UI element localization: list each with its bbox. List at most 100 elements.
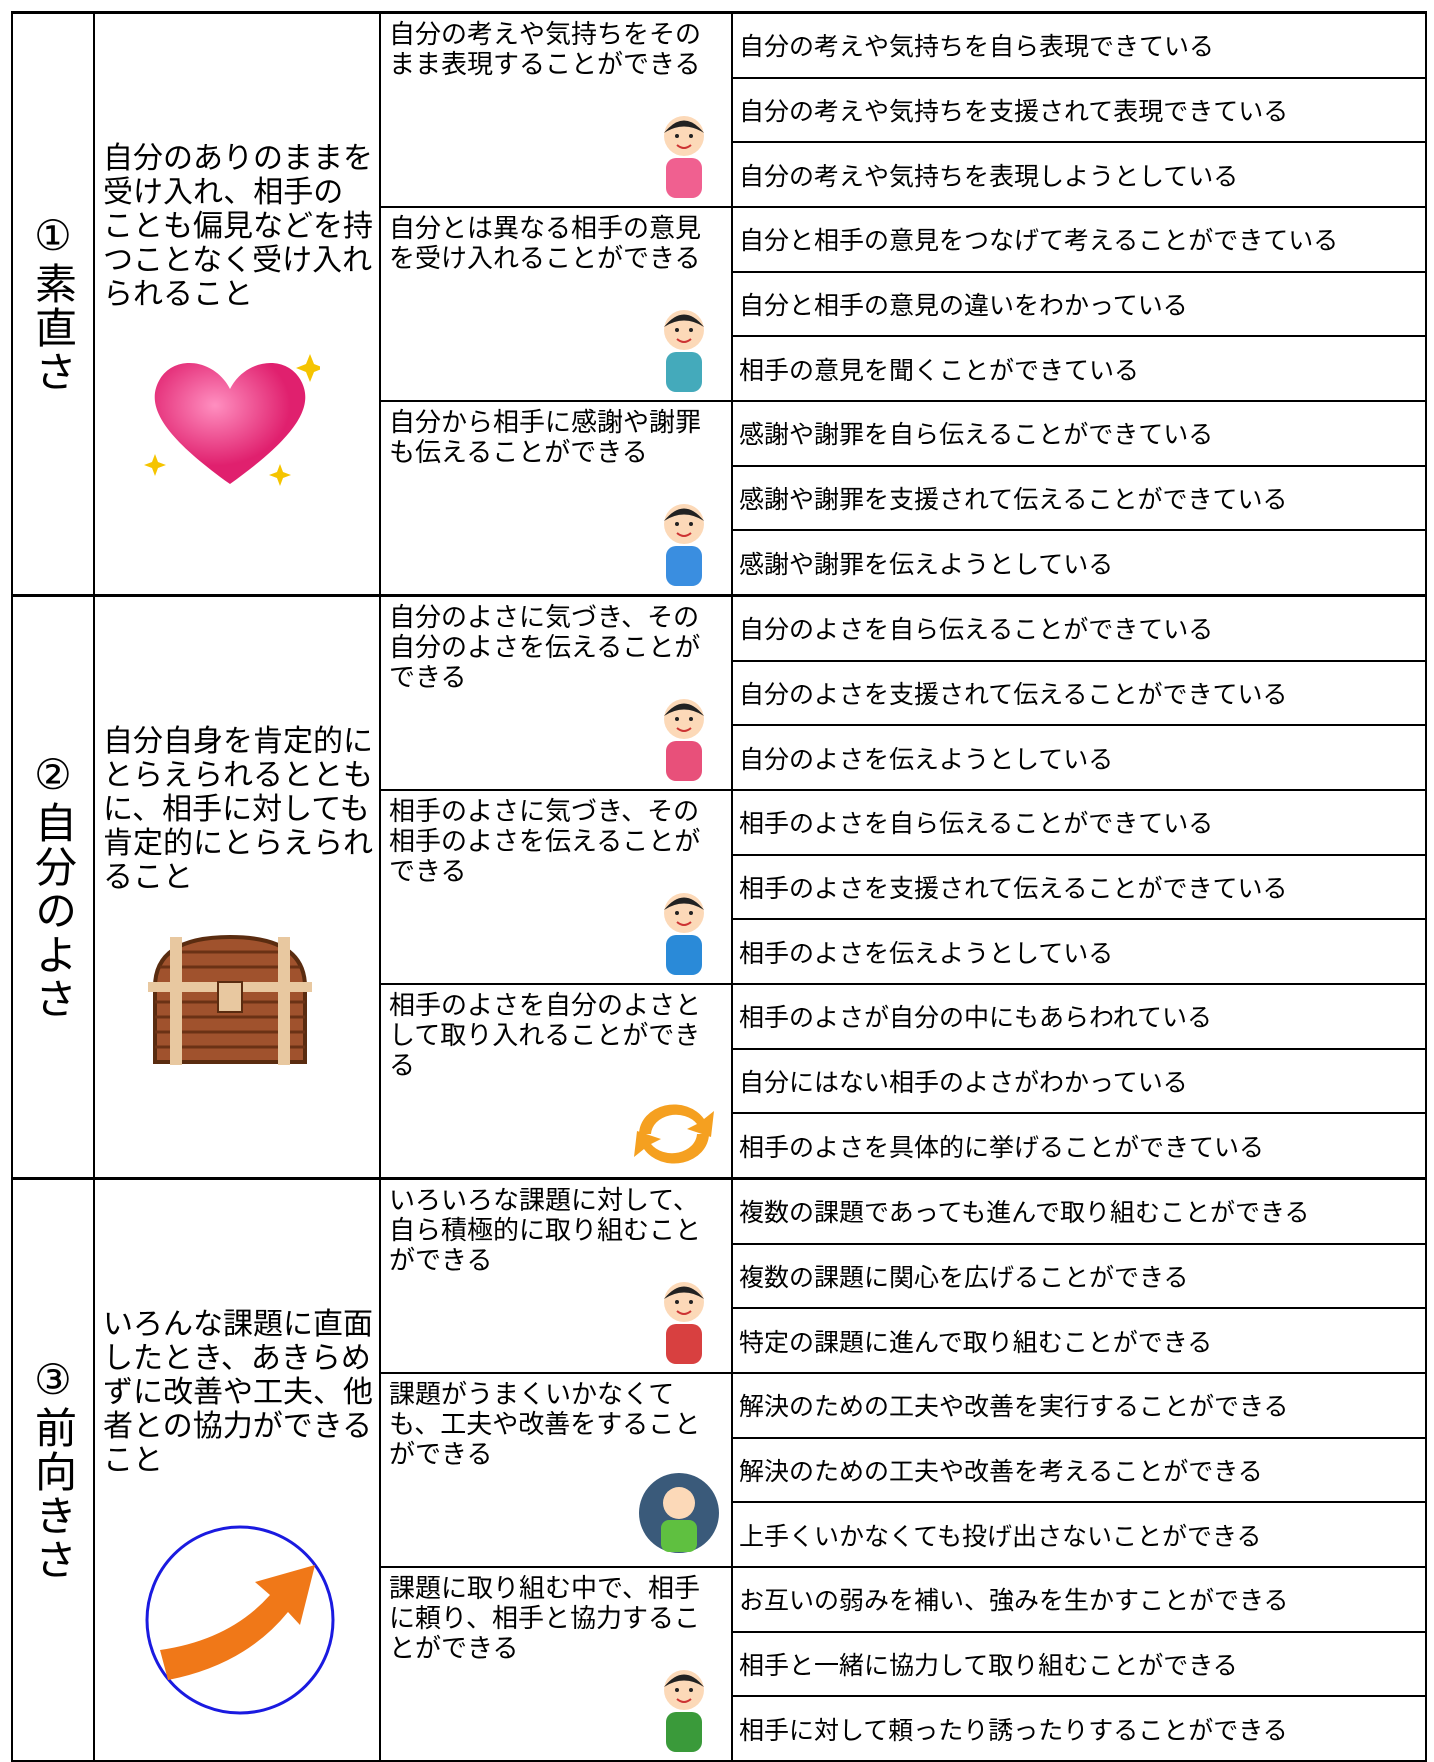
table-row: 自分の考えや気持ちを表現しようとしている [12, 141, 1427, 208]
table-row: 解決のための工夫や改善を考えることができる [12, 1436, 1427, 1504]
item-box: 相手のよさに気づき、その相手のよさを伝えることができる [381, 791, 731, 983]
criterion: 自分と相手の意見をつなげて考えることができている [731, 206, 1427, 273]
item-illustration [649, 302, 719, 396]
criterion: 感謝や謝罪を支援されて伝えることができている [731, 464, 1427, 532]
criterion: 特定の課題に進んで取り組むことができる [731, 1307, 1427, 1374]
table-row: 相手の意見を聞くことができている [12, 335, 1427, 402]
table-row: 感謝や謝罪を支援されて伝えることができている [12, 464, 1427, 532]
item-text: 課題に取り組む中で、相手に頼り、相手と協力することができる [389, 1574, 700, 1664]
table-row: 自分とは異なる相手の意見を受け入れることができる 自分と相手の意見をつなげて考える… [12, 206, 1427, 402]
table-body: ①素直さ 自分のありのままを受け入れ、相手のことも偏見などを持つことなく受け入れら… [11, 10, 1427, 1762]
item-box: 自分とは異なる相手の意見を受け入れることができる [381, 208, 731, 400]
table-row: 自分のよさを伝えようとしている [12, 724, 1427, 791]
item-text: 自分とは異なる相手の意見を受け入れることができる [389, 214, 702, 274]
item-box: 自分の考えや気持ちをそのまま表現することができる [381, 14, 731, 206]
item-illustration [649, 1662, 719, 1756]
table-row: 上手くいかなくても投げ出さないことができる [12, 1501, 1427, 1568]
section-label: ②自分のよさ [11, 594, 95, 1180]
criterion: 自分の考えや気持ちを自ら表現できている [731, 10, 1427, 79]
table-row: 課題に取り組む中で、相手に頼り、相手と協力することができる お互いの弱みを補い、強… [12, 1566, 1427, 1762]
section-description: いろんな課題に直面したとき、あきらめずに改善や工夫、他者との協力ができること [93, 1177, 381, 1762]
table-row: 相手のよさを支援されて伝えることができている [12, 853, 1427, 921]
item-cell: 自分から相手に感謝や謝罪も伝えることができる [379, 400, 733, 597]
criterion: 相手のよさを伝えようとしている [731, 918, 1427, 985]
criterion: 相手と一緒に協力して取り組むことができる [731, 1630, 1427, 1698]
table-row: 相手のよさに気づき、その相手のよさを伝えることができる 相手のよさを自ら伝えること… [12, 789, 1427, 985]
section-illustration [140, 927, 320, 1071]
item-box: 自分のよさに気づき、その自分のよさを伝えることができる [381, 597, 731, 789]
criterion: 相手のよさを自ら伝えることができている [731, 789, 1427, 856]
item-illustration [629, 1099, 719, 1173]
evaluation-table: ①素直さ 自分のありのままを受け入れ、相手のことも偏見などを持つことなく受け入れら… [11, 10, 1427, 1762]
section-description: 自分のありのままを受け入れ、相手のことも偏見などを持つことなく受け入れられること [93, 11, 381, 597]
criterion: 相手のよさを支援されて伝えることができている [731, 853, 1427, 921]
criterion: 相手のよさが自分の中にもあらわれている [731, 983, 1427, 1050]
table-row: 自分から相手に感謝や謝罪も伝えることができる 感謝や謝罪を自ら伝えることができてい… [12, 400, 1427, 597]
item-text: 相手のよさを自分のよさとして取り入れることができる [389, 991, 702, 1081]
criterion: 解決のための工夫や改善を考えることができる [731, 1436, 1427, 1504]
criterion: 自分のよさを自ら伝えることができている [731, 593, 1427, 662]
description-text: いろんな課題に直面したとき、あきらめずに改善や工夫、他者との協力ができること [103, 1307, 373, 1478]
table-row: 相手のよさを具体的に挙げることができている [12, 1112, 1427, 1180]
criterion: 自分のよさを支援されて伝えることができている [731, 659, 1427, 727]
table-row: ③前向きさ いろんな課題に直面したとき、あきらめずに改善や工夫、他者との協力ができ… [11, 1176, 1427, 1762]
description-box: 自分自身を肯定的にとらえられるとともに、相手に対しても肯定的にとらえられること [95, 597, 379, 1173]
criterion: 感謝や謝罪を伝えようとしている [731, 529, 1427, 597]
item-illustration [639, 1468, 719, 1562]
table-row: 相手のよさを伝えようとしている [12, 918, 1427, 985]
criterion: 上手くいかなくても投げ出さないことができる [731, 1501, 1427, 1568]
table-row: 自分と相手の意見の違いをわかっている [12, 270, 1427, 338]
criterion: 複数の課題であっても進んで取り組むことができる [731, 1176, 1427, 1245]
table-row: ②自分のよさ 自分自身を肯定的にとらえられるとともに、相手に対しても肯定的にとらえ… [11, 593, 1427, 1180]
section-label-text: ②自分のよさ [28, 749, 78, 1021]
item-cell: 相手のよさに気づき、その相手のよさを伝えることができる [379, 789, 733, 985]
item-cell: 自分のよさに気づき、その自分のよさを伝えることができる [379, 594, 733, 791]
item-text: 自分のよさに気づき、その自分のよさを伝えることができる [389, 603, 701, 693]
item-illustration [649, 691, 719, 785]
section-description: 自分自身を肯定的にとらえられるとともに、相手に対しても肯定的にとらえられること [93, 594, 381, 1180]
item-illustration [649, 1274, 719, 1368]
item-text: 課題がうまくいかなくても、工夫や改善をすることができる [389, 1380, 701, 1470]
table-row: 特定の課題に進んで取り組むことができる [12, 1307, 1427, 1374]
item-box: 課題に取り組む中で、相手に頼り、相手と協力することができる [381, 1568, 731, 1760]
criterion: 解決のための工夫や改善を実行することができる [731, 1372, 1427, 1439]
item-text: いろいろな課題に対して、自ら積極的に取り組むことができる [389, 1186, 702, 1276]
item-cell: 自分とは異なる相手の意見を受け入れることができる [379, 206, 733, 402]
item-illustration [649, 108, 719, 202]
criterion: 相手のよさを具体的に挙げることができている [731, 1112, 1427, 1180]
item-cell: 自分の考えや気持ちをそのまま表現することができる [379, 11, 733, 208]
table-row: 自分にはない相手のよさがわかっている [12, 1047, 1427, 1115]
criterion: お互いの弱みを補い、強みを生かすことができる [731, 1566, 1427, 1633]
item-text: 相手のよさに気づき、その相手のよさを伝えることができる [389, 797, 701, 887]
description-box: いろんな課題に直面したとき、あきらめずに改善や工夫、他者との協力ができること [95, 1180, 379, 1756]
item-illustration [649, 885, 719, 979]
item-box: 相手のよさを自分のよさとして取り入れることができる [381, 985, 731, 1177]
table-row: 相手と一緒に協力して取り組むことができる [12, 1630, 1427, 1698]
criterion: 自分と相手の意見の違いをわかっている [731, 270, 1427, 338]
criterion: 感謝や謝罪を自ら伝えることができている [731, 400, 1427, 467]
item-text: 自分から相手に感謝や謝罪も伝えることができる [389, 408, 702, 468]
criterion: 複数の課題に関心を広げることができる [731, 1242, 1427, 1310]
item-cell: いろいろな課題に対して、自ら積極的に取り組むことができる [379, 1177, 733, 1374]
description-text: 自分自身を肯定的にとらえられるとともに、相手に対しても肯定的にとらえられること [103, 724, 373, 895]
item-box: いろいろな課題に対して、自ら積極的に取り組むことができる [381, 1180, 731, 1372]
table-row: 自分の考えや気持ちを支援されて表現できている [12, 76, 1427, 144]
criterion: 自分のよさを伝えようとしている [731, 724, 1427, 791]
item-text: 自分の考えや気持ちをそのまま表現することができる [389, 20, 702, 80]
item-cell: 相手のよさを自分のよさとして取り入れることができる [379, 983, 733, 1180]
section-label: ①素直さ [11, 11, 95, 597]
table-row: 複数の課題に関心を広げることができる [12, 1242, 1427, 1310]
table-row: 課題がうまくいかなくても、工夫や改善をすることができる 解決のための工夫や改善を実… [12, 1372, 1427, 1568]
criterion: 自分の考えや気持ちを支援されて表現できている [731, 76, 1427, 144]
criterion: 相手の意見を聞くことができている [731, 335, 1427, 402]
table-row: 相手に対して頼ったり誘ったりすることができる [12, 1695, 1427, 1762]
item-box: 自分から相手に感謝や謝罪も伝えることができる [381, 402, 731, 594]
criterion: 相手に対して頼ったり誘ったりすることができる [731, 1695, 1427, 1762]
section-label-text: ①素直さ [28, 210, 78, 394]
table-row: 相手のよさを自分のよさとして取り入れることができる 相手のよさが自分の中にもあらわ… [12, 983, 1427, 1180]
description-text: 自分のありのままを受け入れ、相手のことも偏見などを持つことなく受け入れられること [103, 141, 373, 312]
table-row: ①素直さ 自分のありのままを受け入れ、相手のことも偏見などを持つことなく受け入れら… [11, 10, 1427, 597]
table-row: 自分のよさを支援されて伝えることができている [12, 659, 1427, 727]
item-illustration [649, 496, 719, 590]
